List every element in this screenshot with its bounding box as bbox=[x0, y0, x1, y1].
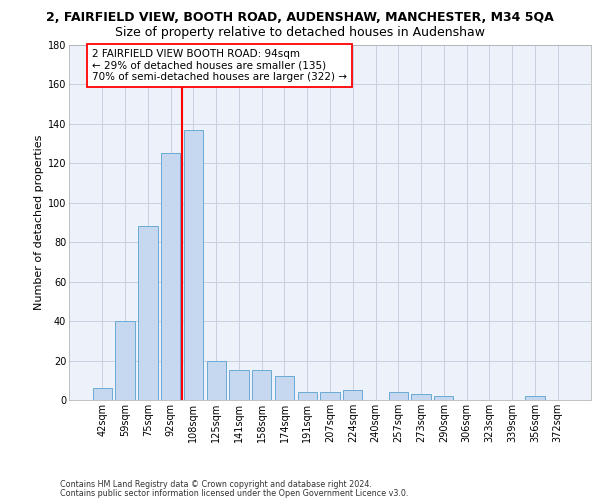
Text: 2, FAIRFIELD VIEW, BOOTH ROAD, AUDENSHAW, MANCHESTER, M34 5QA: 2, FAIRFIELD VIEW, BOOTH ROAD, AUDENSHAW… bbox=[46, 11, 554, 24]
Bar bbox=[525, 396, 545, 400]
Bar bbox=[298, 392, 317, 400]
Bar bbox=[93, 388, 112, 400]
Text: Contains public sector information licensed under the Open Government Licence v3: Contains public sector information licen… bbox=[60, 488, 409, 498]
Bar bbox=[138, 226, 158, 400]
Bar bbox=[320, 392, 340, 400]
Bar bbox=[115, 321, 135, 400]
Text: 2 FAIRFIELD VIEW BOOTH ROAD: 94sqm
← 29% of detached houses are smaller (135)
70: 2 FAIRFIELD VIEW BOOTH ROAD: 94sqm ← 29%… bbox=[92, 49, 347, 82]
Bar bbox=[161, 154, 181, 400]
Y-axis label: Number of detached properties: Number of detached properties bbox=[34, 135, 44, 310]
Bar bbox=[389, 392, 408, 400]
Bar bbox=[434, 396, 454, 400]
Bar bbox=[184, 130, 203, 400]
Bar bbox=[343, 390, 362, 400]
Bar bbox=[412, 394, 431, 400]
Bar bbox=[206, 360, 226, 400]
Text: Contains HM Land Registry data © Crown copyright and database right 2024.: Contains HM Land Registry data © Crown c… bbox=[60, 480, 372, 489]
Bar bbox=[275, 376, 294, 400]
Bar bbox=[252, 370, 271, 400]
Bar bbox=[229, 370, 248, 400]
Text: Size of property relative to detached houses in Audenshaw: Size of property relative to detached ho… bbox=[115, 26, 485, 39]
